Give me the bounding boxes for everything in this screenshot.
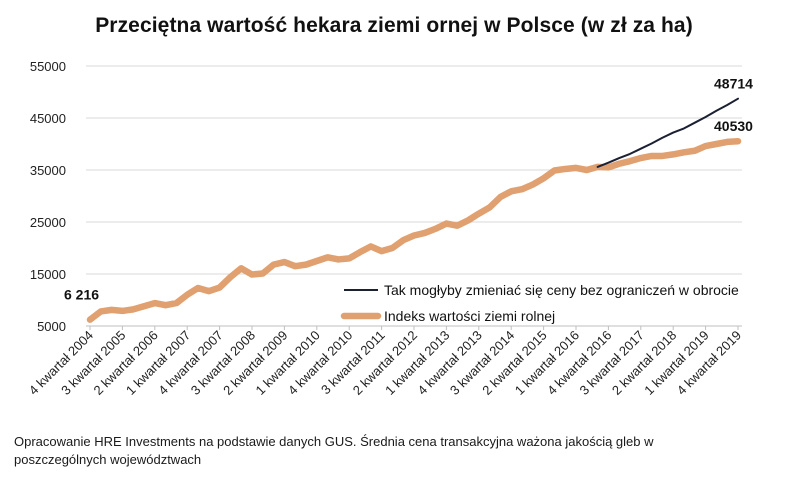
y-tick-label: 55000 [30,59,66,74]
data-label: 48714 [714,76,753,92]
series-line [596,97,739,168]
y-axis-tick-labels: 5000 15000 25000 35000 45000 55000 [30,59,66,334]
y-tick-label: 5000 [37,319,66,334]
legend: Tak mogłyby zmieniać się ceny bez ograni… [340,282,739,324]
y-tick-label: 25000 [30,215,66,230]
y-tick-label: 45000 [30,111,66,126]
legend-label: Tak mogłyby zmieniać się ceny bez ograni… [384,282,739,298]
data-label: 40530 [714,118,753,134]
y-tick-label: 15000 [30,267,66,282]
chart-title: Przeciętna wartość hekara ziemi ornej w … [95,14,693,37]
series-lines [86,97,742,323]
data-label: 6 216 [64,287,99,303]
series-line [86,137,742,323]
gridlines [86,65,742,275]
source-footnote: Opracowanie HRE Investments na podstawie… [14,434,654,467]
y-tick-label: 35000 [30,163,66,178]
data-labels: 6 216 40530 48714 [64,76,753,303]
x-axis [86,325,742,330]
legend-label: Indeks wartości ziemi rolnej [384,308,555,324]
